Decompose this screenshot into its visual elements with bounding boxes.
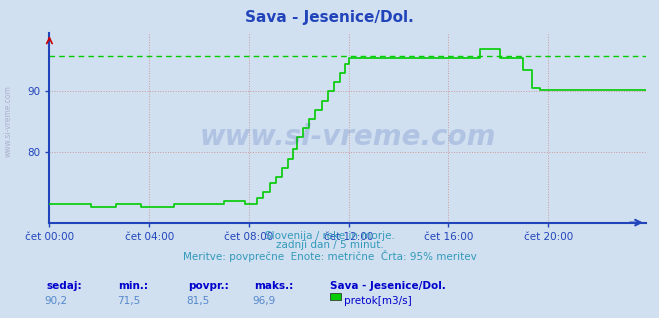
Text: 81,5: 81,5 [186,296,210,306]
Text: Sava - Jesenice/Dol.: Sava - Jesenice/Dol. [330,281,445,291]
Text: maks.:: maks.: [254,281,293,291]
Text: Slovenija / reke in morje.: Slovenija / reke in morje. [264,231,395,240]
Text: www.si-vreme.com: www.si-vreme.com [200,123,496,151]
Text: pretok[m3/s]: pretok[m3/s] [344,296,412,306]
Text: min.:: min.: [119,281,149,291]
Text: 96,9: 96,9 [252,296,275,306]
Text: zadnji dan / 5 minut.: zadnji dan / 5 minut. [275,240,384,250]
Text: 90,2: 90,2 [44,296,68,306]
Text: Meritve: povprečne  Enote: metrične  Črta: 95% meritev: Meritve: povprečne Enote: metrične Črta:… [183,250,476,262]
Text: 71,5: 71,5 [117,296,140,306]
Text: povpr.:: povpr.: [188,281,229,291]
Text: www.si-vreme.com: www.si-vreme.com [3,85,13,157]
Text: Sava - Jesenice/Dol.: Sava - Jesenice/Dol. [245,10,414,24]
Text: sedaj:: sedaj: [46,281,82,291]
